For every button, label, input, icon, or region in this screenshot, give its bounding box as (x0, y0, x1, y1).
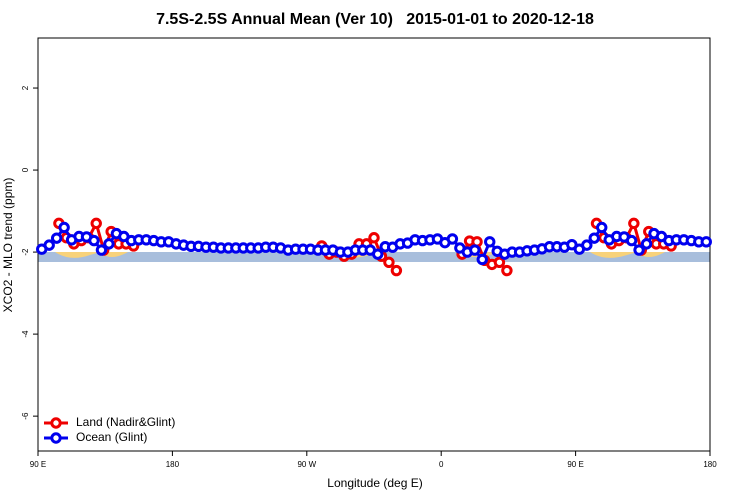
point (469, 244, 481, 256)
x-tick-label: 0 (439, 460, 444, 469)
legend-label: Ocean (Glint) (76, 430, 147, 444)
y-axis-label: XCO2 - MLO trend (ppm) (1, 178, 15, 313)
legend-marker (50, 417, 62, 429)
x-axis-label: Longitude (deg E) (327, 476, 422, 490)
x-tick-label: 90 E (567, 460, 583, 469)
point (640, 238, 653, 250)
point (103, 238, 115, 250)
point (390, 264, 403, 277)
point (50, 232, 63, 244)
x-tick-label: 90 E (30, 460, 46, 469)
legend-label: Land (Nadir&Glint) (76, 415, 175, 429)
point (633, 244, 645, 256)
x-tick-label: 90 W (297, 460, 316, 469)
y-tick-label: 0 (21, 167, 30, 172)
point (95, 244, 108, 256)
point (446, 233, 459, 245)
legend-marker (50, 432, 62, 444)
point (368, 232, 380, 244)
y-tick-label: -2 (21, 248, 30, 256)
point (43, 239, 55, 251)
point (58, 221, 70, 234)
x-tick-label: 180 (703, 460, 717, 469)
point (628, 217, 640, 230)
point (372, 248, 384, 260)
point (596, 221, 608, 234)
point (581, 239, 593, 251)
point (88, 234, 100, 247)
point (588, 232, 600, 244)
point (476, 253, 488, 266)
y-tick-label: -6 (21, 412, 30, 420)
point (501, 264, 513, 277)
chart-title: 7.5S-2.5S Annual Mean (Ver 10) 2015-01-0… (156, 11, 594, 28)
x-tick-label: 180 (166, 460, 180, 469)
point (700, 236, 712, 248)
point (625, 234, 638, 247)
point (484, 236, 496, 248)
y-tick-label: -4 (21, 330, 30, 338)
y-tick-label: 2 (21, 85, 30, 90)
point (493, 256, 506, 269)
point (90, 217, 102, 230)
point (383, 256, 395, 269)
